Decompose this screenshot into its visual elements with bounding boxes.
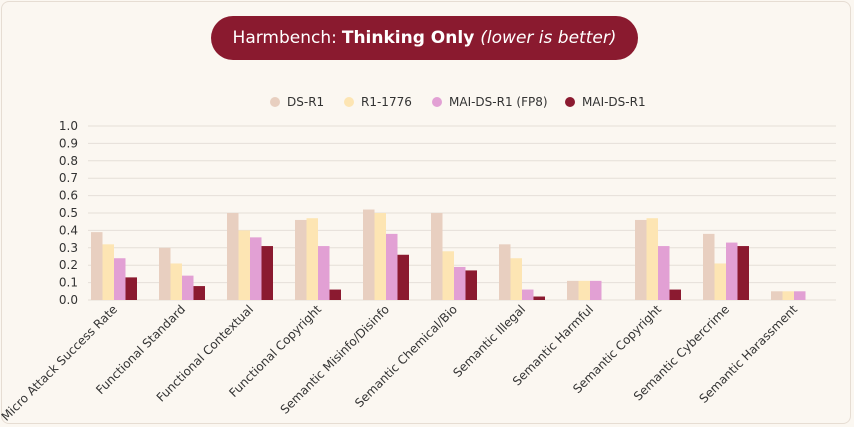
bar [125, 277, 137, 300]
x-tick-label: Micro Attack Success Rate [0, 302, 120, 424]
bar [714, 263, 726, 300]
bar [567, 280, 579, 300]
y-tick-label: 1.0 [59, 119, 78, 133]
legend-label: MAI-DS-R1 (FP8) [449, 95, 548, 109]
bar [533, 296, 545, 300]
bar [703, 233, 715, 300]
bar [363, 209, 375, 300]
x-tick-label: Semantic Illegal [450, 302, 528, 380]
bar [261, 246, 273, 300]
y-tick-label: 0.2 [59, 258, 78, 272]
bar [227, 213, 239, 300]
bars [91, 209, 806, 300]
bar [318, 246, 330, 300]
y-tick-label: 0.7 [59, 171, 78, 185]
bar [250, 237, 262, 300]
y-tick-label: 0.1 [59, 276, 78, 290]
bar [499, 244, 511, 300]
y-tick-label: 0.4 [59, 223, 78, 237]
title-prefix: Harmbench: [232, 28, 337, 48]
y-tick-label: 0.6 [59, 189, 78, 203]
bar [329, 289, 341, 300]
bar [102, 244, 114, 300]
bar [771, 291, 783, 300]
legend: DS-R1 R1-1776 MAI-DS-R1 (FP8) MAI-DS-R1 [270, 95, 646, 109]
bar [159, 247, 171, 300]
bar [295, 219, 307, 300]
y-tick-label: 0.3 [59, 241, 78, 255]
y-axis: 0.0 0.1 0.2 0.3 0.4 0.5 0.6 0.7 0.8 0.9 1.0 [59, 119, 78, 307]
bar [669, 289, 681, 300]
bar [782, 291, 794, 300]
bar [510, 258, 522, 300]
y-tick-label: 0.8 [59, 154, 78, 168]
chart-title: Harmbench: Thinking Only (lower is bette… [211, 16, 638, 60]
bar [182, 275, 194, 300]
bar [238, 230, 250, 300]
bar [170, 263, 182, 300]
bar [465, 270, 477, 300]
y-tick-label: 0.9 [59, 136, 78, 150]
bar [193, 286, 205, 300]
bar [658, 246, 670, 300]
bar [726, 242, 738, 300]
legend-marker [270, 97, 280, 107]
bar [590, 280, 602, 300]
legend-marker [344, 97, 354, 107]
bar [578, 280, 590, 300]
bar [386, 233, 398, 300]
bar [794, 291, 806, 300]
legend-label: R1-1776 [361, 95, 412, 109]
legend-label: MAI-DS-R1 [582, 95, 646, 109]
bar [522, 289, 534, 300]
x-tick-label: Semantic Misinfo/Disinfo [278, 302, 392, 416]
bar [454, 266, 466, 300]
bar [114, 258, 126, 300]
title-bold: Thinking Only [341, 28, 475, 48]
legend-marker [565, 97, 575, 107]
y-tick-label: 0.0 [59, 293, 78, 307]
bar [646, 218, 658, 300]
legend-label: DS-R1 [287, 95, 324, 109]
bar [431, 213, 443, 300]
bar [635, 219, 647, 300]
bar [91, 232, 103, 300]
bar [737, 246, 749, 300]
bar [374, 213, 386, 300]
legend-marker [432, 97, 442, 107]
bar [306, 218, 318, 300]
title-note: (lower is better) [480, 28, 617, 48]
bar [442, 251, 454, 300]
bar [397, 254, 409, 300]
y-tick-label: 0.5 [59, 206, 78, 220]
